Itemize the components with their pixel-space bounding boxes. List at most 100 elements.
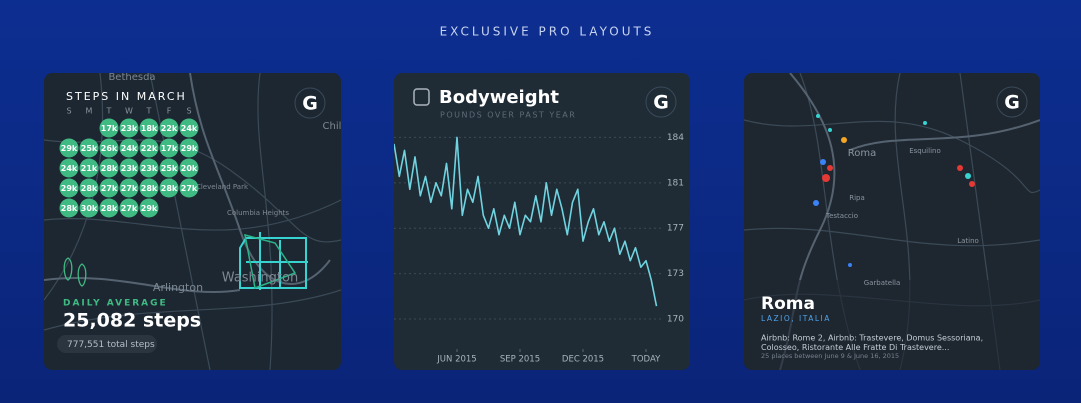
day-steps: 30k xyxy=(81,204,98,213)
y-tick-label: 170 xyxy=(667,315,684,325)
stat-label: DAILY AVERAGE xyxy=(63,299,168,309)
day-dot xyxy=(99,198,119,218)
card-title: STEPS IN MARCH xyxy=(66,90,187,103)
day-dot xyxy=(119,178,139,198)
stat-value: 25,082 steps xyxy=(63,310,201,332)
day-dot xyxy=(139,178,159,198)
card-subtitle: POUNDS OVER PAST YEAR xyxy=(440,111,576,120)
day-steps: 27k xyxy=(121,204,138,213)
card-title: Bodyweight xyxy=(439,87,559,108)
day-steps: 28k xyxy=(61,204,78,213)
y-tick-label: 177 xyxy=(667,224,684,234)
map-label: Bethesda xyxy=(108,72,155,83)
day-dot xyxy=(119,198,139,218)
day-dot xyxy=(99,158,119,178)
y-tick-label: 184 xyxy=(667,133,684,143)
weekday: M xyxy=(86,107,93,116)
day-steps: 25k xyxy=(81,144,98,153)
day-dot xyxy=(59,178,79,198)
day-dot xyxy=(59,138,79,158)
day-steps: 20k xyxy=(181,164,198,173)
footprints xyxy=(63,257,87,287)
day-dot xyxy=(179,138,199,158)
day-dot xyxy=(179,178,199,198)
map-label: Chil xyxy=(323,121,342,132)
day-steps: 23k xyxy=(141,164,158,173)
day-dot xyxy=(179,158,199,178)
day-steps: 25k xyxy=(161,164,178,173)
day-dot xyxy=(119,118,139,138)
day-steps: 28k xyxy=(141,184,158,193)
day-dot xyxy=(159,118,179,138)
day-dot xyxy=(159,178,179,198)
day-steps: 24k xyxy=(61,164,78,173)
x-tick-label: SEP 2015 xyxy=(500,355,540,365)
day-steps: 23k xyxy=(121,164,138,173)
map-label: Garbatella xyxy=(864,279,901,287)
x-tick-label: TODAY xyxy=(631,355,661,365)
day-steps: 29k xyxy=(61,144,78,153)
day-steps: 23k xyxy=(121,124,138,133)
y-tick-label: 181 xyxy=(667,178,684,188)
day-steps: 17k xyxy=(161,144,178,153)
y-tick-label: 173 xyxy=(667,269,684,279)
total-pill xyxy=(57,335,157,353)
map-label: Esquilino xyxy=(909,147,941,155)
description: Colosseo, Ristorante Alle Fratte Di Tras… xyxy=(761,343,949,352)
day-dot xyxy=(79,158,99,178)
day-steps: 28k xyxy=(81,184,98,193)
map-label: Washington xyxy=(222,271,298,286)
weekday: S xyxy=(66,107,71,116)
day-steps: 29k xyxy=(181,144,198,153)
day-steps: 29k xyxy=(61,184,78,193)
day-dot xyxy=(159,158,179,178)
weekday: W xyxy=(125,107,133,116)
x-tick-label: DEC 2015 xyxy=(562,355,604,365)
map-label: Latino xyxy=(957,237,979,245)
day-dot xyxy=(79,138,99,158)
day-dot xyxy=(59,158,79,178)
day-steps: 28k xyxy=(161,184,178,193)
day-steps: 17k xyxy=(101,124,118,133)
weekday: T xyxy=(146,107,152,116)
map-label: Ripa xyxy=(849,194,865,202)
map-label: Roma xyxy=(848,148,877,159)
day-steps: 27k xyxy=(101,184,118,193)
day-dot xyxy=(79,178,99,198)
day-steps: 28k xyxy=(101,204,118,213)
day-dot xyxy=(139,158,159,178)
day-steps: 24k xyxy=(181,124,198,133)
weight-line xyxy=(394,136,658,307)
description: Airbnb: Rome 2, Airbnb: Trastevere, Domu… xyxy=(761,334,983,343)
day-dot xyxy=(159,138,179,158)
roma-card xyxy=(744,73,1040,370)
header-title: EXCLUSIVE PRO LAYOUTS xyxy=(440,25,655,39)
day-dot xyxy=(179,118,199,138)
card-title: Roma xyxy=(761,294,815,314)
total-steps: 777,551 total steps xyxy=(67,340,155,350)
card-subtitle: LAZIO, ITALIA xyxy=(761,314,831,323)
day-steps: 28k xyxy=(101,164,118,173)
day-dot xyxy=(99,118,119,138)
day-steps: 29k xyxy=(141,204,158,213)
logo: G xyxy=(1004,92,1020,114)
map-label: Testaccio xyxy=(825,212,858,220)
map-label: Columbia Heights xyxy=(227,209,289,217)
day-steps: 27k xyxy=(121,184,138,193)
map-label: Cleveland Park xyxy=(196,183,249,191)
day-dot xyxy=(99,178,119,198)
day-dot xyxy=(139,118,159,138)
day-steps: 26k xyxy=(101,144,118,153)
logo-badge xyxy=(294,87,326,119)
day-steps: 24k xyxy=(121,144,138,153)
x-tick-label: JUN 2015 xyxy=(436,355,476,365)
day-dot xyxy=(139,198,159,218)
day-steps: 22k xyxy=(161,124,178,133)
logo-badge xyxy=(645,86,677,118)
day-dot xyxy=(119,138,139,158)
logo: G xyxy=(302,93,318,115)
logo: G xyxy=(653,92,669,114)
day-dot xyxy=(99,138,119,158)
day-steps: 27k xyxy=(181,184,198,193)
